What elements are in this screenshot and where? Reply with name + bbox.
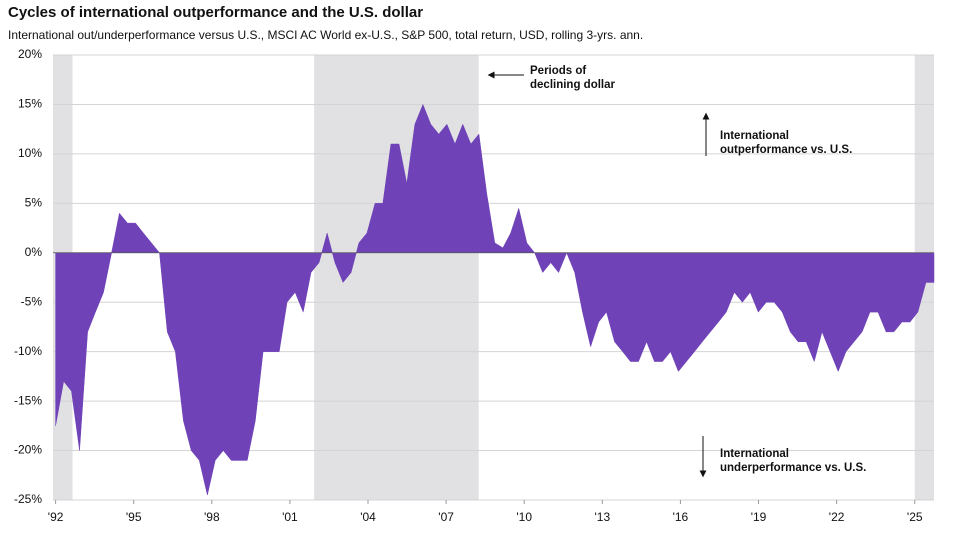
chart-title: Cycles of international outperformance a… — [8, 4, 423, 21]
x-tick-label: '13 — [595, 510, 611, 524]
y-tick-label: -25% — [14, 492, 42, 506]
annotation: Periods of — [530, 65, 586, 77]
x-tick-label: '95 — [126, 510, 142, 524]
y-tick-label: 10% — [18, 146, 42, 160]
y-tick-label: 20% — [18, 47, 42, 61]
y-tick-label: 15% — [18, 97, 42, 111]
y-tick-label: 0% — [25, 245, 43, 259]
y-tick-label: -15% — [14, 393, 42, 407]
x-tick-label: '16 — [673, 510, 689, 524]
x-tick-label: '98 — [204, 510, 220, 524]
x-tick-label: '10 — [516, 510, 532, 524]
annotation: outperformance vs. U.S. — [720, 144, 852, 156]
x-tick-label: '92 — [48, 510, 64, 524]
x-tick-label: '19 — [751, 510, 767, 524]
x-tick-label: '25 — [907, 510, 923, 524]
y-tick-label: -10% — [14, 344, 42, 358]
annotation: underperformance vs. U.S. — [720, 462, 866, 474]
shaded-period — [314, 55, 479, 500]
annotation: International — [720, 130, 789, 142]
x-tick-label: '07 — [438, 510, 454, 524]
chart-subtitle: International out/underperformance versu… — [8, 28, 643, 42]
area — [55, 103, 935, 496]
x-tick-label: '22 — [829, 510, 845, 524]
x-tick-label: '01 — [282, 510, 298, 524]
annotation: International — [720, 448, 789, 460]
plot-background: 20% 15% 10% 5% 0% -5% -10% -15% -20% -25% '92 '95 '9… — [14, 47, 935, 524]
annotations: Periods of declining dollar Internationa… — [487, 65, 866, 478]
y-tick-label: -20% — [14, 443, 42, 457]
y-tick-label: 5% — [25, 196, 43, 210]
annotation: declining dollar — [530, 79, 616, 91]
x-tick-label: '04 — [360, 510, 376, 524]
y-tick-label: -5% — [21, 294, 43, 308]
